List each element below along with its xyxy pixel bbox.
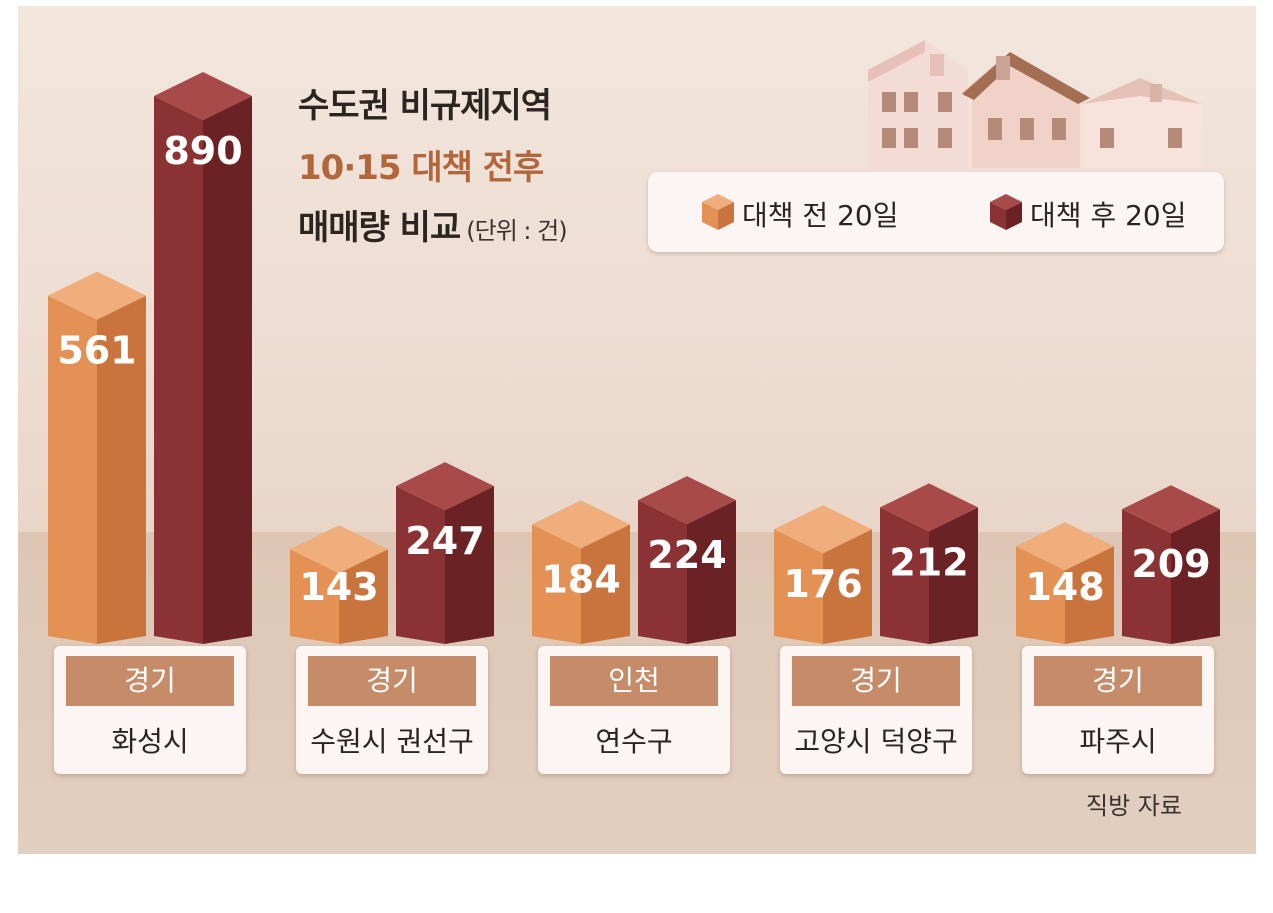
data-label-after-5: 209 [1131, 542, 1210, 586]
legend-swatch-before [702, 194, 734, 230]
chart-title: 수도권 비규제지역 [298, 86, 552, 126]
bar-before-5 [1016, 522, 1114, 644]
category-region-label: 인천 [550, 656, 718, 706]
category-region-label: 경기 [1034, 656, 1202, 706]
data-label-before-1: 561 [57, 329, 136, 373]
data-label-after-2: 247 [405, 519, 484, 563]
metric-label: 매매량 비교 [298, 208, 461, 248]
bar-after-4 [880, 483, 978, 644]
bar-after-3 [638, 476, 736, 644]
category-name-label: 연수구 [595, 725, 673, 758]
category-name-label: 수원시 권선구 [310, 725, 474, 758]
bars-group: 561 890 143 247 184 224 176 212 148 209 [48, 72, 1220, 644]
unit-label: (단위 : 건) [466, 217, 567, 245]
category-name-label: 파주시 [1079, 725, 1157, 758]
bar-before-2 [290, 525, 388, 644]
data-label-after-1: 890 [163, 129, 242, 173]
data-label-before-5: 148 [1025, 565, 1104, 609]
category-region-label: 경기 [66, 656, 234, 706]
legend-label-before: 대책 전 20일 [742, 199, 899, 232]
data-label-after-3: 224 [647, 533, 726, 577]
legend-swatch-after [990, 194, 1022, 230]
legend: 대책 전 20일 대책 후 20일 [648, 172, 1224, 252]
data-label-before-3: 184 [541, 557, 620, 601]
bar-before-1 [48, 271, 146, 644]
chart-metric-label: 매매량 비교 (단위 : 건) [298, 200, 568, 249]
category-name-label: 고양시 덕양구 [794, 725, 958, 758]
chart-panel: 561 890 143 247 184 224 176 212 148 209 수도권 비규제지역… [18, 6, 1256, 854]
category-region-label: 경기 [792, 656, 960, 706]
source-note: 직방 자료 [1086, 792, 1182, 820]
houses-illustration [868, 40, 1202, 170]
data-label-after-4: 212 [889, 540, 968, 584]
data-label-before-2: 143 [299, 565, 378, 609]
category-name-label: 화성시 [111, 725, 189, 758]
legend-label-after: 대책 후 20일 [1030, 199, 1187, 232]
chart-subtitle: 10·15 대책 전후 [298, 148, 544, 188]
category-region-label: 경기 [308, 656, 476, 706]
bar-chart: 561 890 143 247 184 224 176 212 148 209 [48, 40, 1220, 644]
bar-after-1 [154, 72, 252, 644]
bar-after-2 [396, 462, 494, 644]
bar-before-3 [532, 500, 630, 644]
bar-after-5 [1122, 485, 1220, 644]
bar-before-4 [774, 505, 872, 644]
data-label-before-4: 176 [783, 562, 862, 606]
